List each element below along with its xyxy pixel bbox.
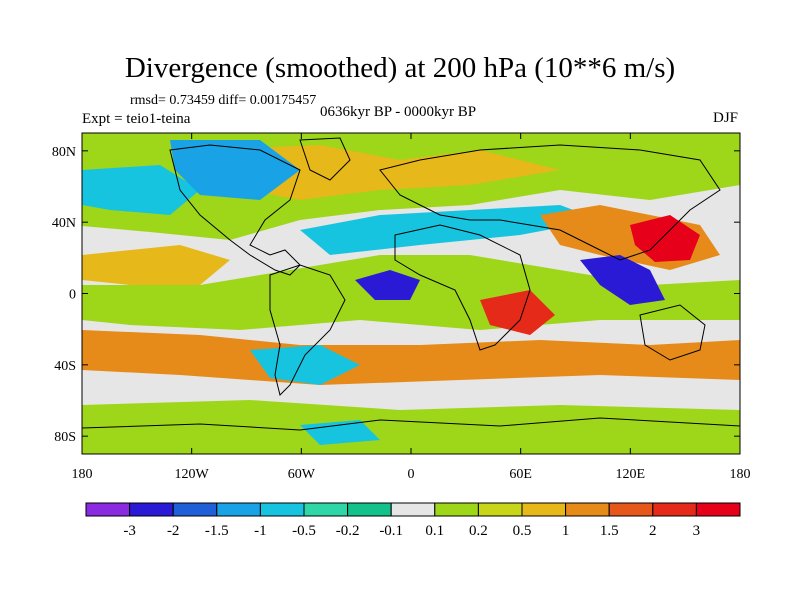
colorbar-swatch — [695, 502, 741, 517]
colorbar-swatch — [129, 502, 174, 517]
field-cyan-antarctic — [300, 420, 380, 445]
colorbar-label: -1 — [254, 523, 267, 539]
lon-tick-label: 120W — [175, 467, 210, 482]
lat-tick-label: 40S — [54, 359, 76, 374]
colorbar-label: -0.5 — [292, 523, 316, 539]
lat-tick-label: 0 — [69, 288, 76, 303]
lon-tick-label: 60W — [288, 467, 316, 482]
colorbar-label: -1.5 — [205, 523, 229, 539]
colorbar: -3 -2 -1.5 -1 -0.5 -0.2 -0.1 0.1 0.2 0.5 1 1.5 2 3 — [85, 502, 741, 539]
colorbar-swatch — [652, 502, 697, 517]
field-orange-south — [82, 330, 740, 385]
coast-north-america — [169, 144, 301, 276]
map-title: Divergence (smoothed) at 200 hPa (10**6 … — [124, 52, 676, 84]
season-label: DJF — [712, 110, 738, 126]
colorbar-label: 3 — [693, 523, 701, 539]
divergence-field — [82, 133, 740, 454]
coast-antarctica — [82, 417, 740, 431]
coast-australia — [639, 304, 706, 361]
colorbar-label: -0.2 — [336, 523, 360, 539]
field-red-eq-africa — [480, 290, 555, 335]
coast-south-america — [269, 264, 346, 396]
field-blue-eq-atlantic — [355, 270, 420, 300]
colorbar-label: 1 — [562, 523, 570, 539]
colorbar-swatch — [172, 502, 218, 517]
lat-tick-label: 80S — [54, 430, 76, 445]
colorbar-swatch — [608, 502, 654, 517]
colorbar-swatch — [390, 502, 436, 517]
lon-tick-label: 180 — [730, 467, 751, 482]
colorbar-swatch — [347, 502, 392, 517]
axis-labels: 180 120W 60W 0 60E 120E 180 80N 40N 0 40S 80S — [52, 145, 751, 482]
coast-eurasia — [379, 144, 721, 261]
field-red-asia — [630, 215, 700, 262]
colorbar-label: 0.2 — [469, 523, 488, 539]
colorbar-swatch — [434, 502, 479, 517]
field-orange-north — [200, 145, 560, 200]
colorbar-swatch — [477, 502, 523, 517]
lon-tick-label: 180 — [72, 467, 93, 482]
colorbar-label: -2 — [167, 523, 180, 539]
colorbar-label: 2 — [649, 523, 657, 539]
coastlines — [82, 137, 740, 431]
field-cyan-south — [250, 345, 360, 385]
period-label: 0636kyr BP - 0000kyr BP — [320, 104, 477, 120]
lon-tick-label: 0 — [408, 467, 415, 482]
field-cyan-atlantic — [300, 205, 600, 255]
colorbar-label: 1.5 — [600, 523, 619, 539]
colorbar-swatch — [303, 502, 349, 517]
colorbar-swatch — [85, 502, 131, 517]
field-orange-pacific-west — [82, 245, 230, 285]
colorbar-swatch — [521, 502, 567, 517]
field-blue-northamerica — [170, 140, 300, 200]
colorbar-swatch — [259, 502, 305, 517]
experiment-label: Expt = teio1-teina — [82, 111, 191, 127]
colorbar-label: -0.1 — [379, 523, 403, 539]
field-green-antarctic — [82, 400, 740, 454]
lat-tick-label: 40N — [52, 216, 76, 231]
colorbar-swatch — [565, 502, 610, 517]
axis-ticks — [81, 133, 741, 454]
colorbar-label: 0.5 — [513, 523, 532, 539]
stats-line: rmsd= 0.73459 diff= 0.00175457 — [130, 93, 317, 108]
field-cyan-northwest — [82, 165, 200, 215]
colorbar-label: -3 — [123, 523, 136, 539]
lon-tick-label: 60E — [509, 467, 532, 482]
lat-tick-label: 80N — [52, 145, 76, 160]
coast-africa — [394, 224, 531, 351]
colorbar-label: 0.1 — [425, 523, 444, 539]
coast-greenland — [299, 137, 351, 181]
lon-tick-label: 120E — [616, 467, 646, 482]
colorbar-swatch — [216, 502, 261, 517]
field-blue-eq-indonesia — [580, 255, 665, 305]
